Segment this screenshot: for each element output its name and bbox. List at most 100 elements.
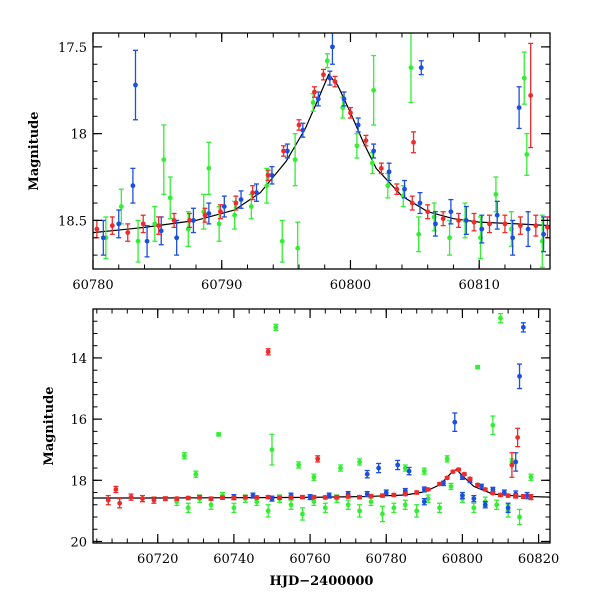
data-point: [220, 495, 225, 501]
data-point: [277, 495, 283, 501]
data-point: [354, 143, 360, 149]
data-point: [311, 494, 317, 500]
data-point: [231, 495, 237, 501]
data-point: [447, 235, 452, 241]
data-point: [479, 484, 484, 489]
data-point: [312, 89, 317, 95]
x-tick-label: 60740: [213, 552, 254, 567]
data-point: [296, 462, 302, 468]
data-point: [471, 505, 477, 511]
data-point: [269, 172, 275, 178]
data-point: [357, 494, 362, 500]
data-point: [525, 226, 531, 232]
data-point: [311, 474, 317, 480]
y-axis-title: Magnitude: [27, 111, 42, 190]
data-point: [408, 65, 414, 71]
data-point: [501, 490, 507, 495]
data-point: [363, 138, 369, 143]
data-point: [135, 238, 141, 244]
data-point: [411, 139, 416, 145]
data-point: [516, 105, 522, 111]
data-point: [284, 148, 290, 154]
data-point: [231, 505, 237, 511]
data-point: [425, 487, 431, 492]
data-point: [288, 502, 294, 508]
data-point: [452, 419, 458, 425]
data-point: [371, 87, 377, 93]
y-tick-label: 16: [70, 413, 87, 428]
data-point: [185, 505, 191, 511]
data-point: [545, 224, 550, 230]
data-point: [254, 190, 259, 196]
data-point: [315, 96, 321, 102]
data-point: [378, 165, 384, 171]
data-point: [371, 148, 377, 154]
y-tick-label: 14: [70, 352, 87, 367]
data-point: [509, 462, 515, 468]
data-point: [385, 183, 391, 189]
x-axis-title: HJD−2400000: [270, 574, 374, 589]
y-tick-label: 18.5: [58, 214, 87, 229]
x-tick-label: 60720: [137, 552, 178, 567]
data-point: [334, 494, 340, 500]
data-point: [395, 462, 401, 468]
data-point: [402, 502, 408, 508]
data-point: [315, 456, 321, 462]
y-tick-label: 18: [70, 128, 87, 143]
data-point: [324, 58, 330, 64]
data-point: [238, 197, 244, 202]
data-point: [167, 195, 173, 201]
data-point: [144, 238, 150, 244]
data-point: [490, 422, 496, 428]
data-point: [300, 127, 306, 133]
data-point: [338, 465, 343, 471]
data-point: [269, 496, 275, 502]
data-point: [117, 500, 123, 506]
data-point: [467, 476, 473, 482]
data-point: [475, 482, 481, 488]
data-point: [440, 216, 446, 222]
data-point: [425, 209, 431, 215]
data-point: [402, 491, 408, 497]
data-point: [152, 221, 158, 227]
data-point: [161, 157, 167, 163]
data-point: [125, 230, 131, 235]
data-point: [425, 496, 431, 502]
data-point: [311, 499, 317, 505]
data-point: [490, 487, 496, 492]
x-tick-label: 60800: [442, 552, 483, 567]
data-point: [463, 218, 469, 223]
data-point: [182, 453, 187, 459]
data-point: [510, 235, 516, 241]
data-point: [524, 152, 530, 157]
y-tick-label: 20: [70, 535, 87, 550]
data-point: [174, 496, 180, 502]
data-point: [505, 493, 511, 498]
data-point: [348, 110, 353, 116]
data-point: [254, 499, 260, 505]
data-point: [254, 495, 260, 500]
data-point: [505, 505, 511, 511]
data-point: [321, 72, 326, 78]
data-point: [151, 497, 157, 503]
model-curve: [93, 73, 550, 234]
x-tick-label: 60820: [518, 552, 559, 567]
data-point: [368, 493, 374, 499]
data-point: [216, 432, 222, 437]
data-point: [265, 349, 271, 355]
data-point: [300, 494, 305, 500]
data-point: [330, 44, 335, 50]
data-point: [386, 169, 392, 175]
data-point: [456, 218, 461, 223]
data-point: [310, 100, 316, 105]
y-tick-label: 17.5: [58, 41, 87, 56]
data-point: [444, 456, 450, 462]
data-point: [326, 493, 332, 498]
y-axis-title: Magnitude: [42, 386, 57, 465]
data-point: [380, 493, 385, 498]
data-point: [533, 223, 539, 229]
data-point: [185, 495, 191, 501]
data-point: [233, 200, 239, 206]
data-point: [524, 493, 530, 498]
